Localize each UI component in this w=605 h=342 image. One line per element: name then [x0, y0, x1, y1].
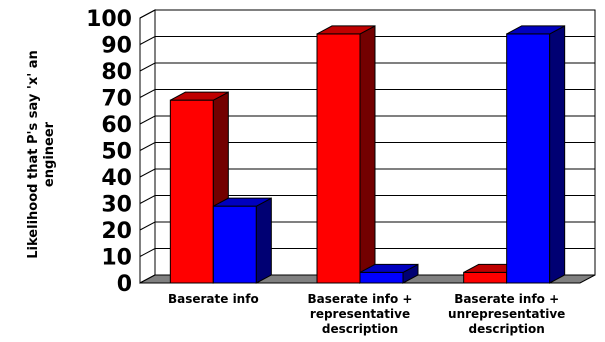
bar-top	[316, 25, 376, 35]
x-tick-label: Baserate info	[168, 292, 259, 306]
y-tick-label: 30	[101, 193, 132, 218]
gridline	[139, 221, 595, 231]
gridlines	[139, 9, 595, 284]
x-tick-label: Baserate info + representative description	[308, 292, 413, 336]
gridline	[139, 62, 595, 72]
gridline	[139, 89, 595, 98]
y-label-line: engineer	[42, 121, 57, 187]
bar-top	[506, 25, 565, 35]
bar-front	[316, 33, 361, 284]
bar-side	[255, 197, 272, 284]
x-tick-line: description	[469, 322, 545, 336]
bar-top	[359, 263, 419, 273]
bar	[506, 25, 566, 284]
bar-top	[213, 197, 272, 207]
y-tick-label: 10	[101, 246, 132, 271]
x-tick-line: description	[322, 322, 398, 336]
gridline	[139, 195, 595, 204]
y-tick-label: 20	[101, 219, 132, 244]
bar-front	[506, 33, 551, 284]
gridline	[139, 248, 595, 257]
y-tick-label: 90	[101, 34, 132, 59]
bar	[212, 197, 272, 284]
y-axis-label: Likelihood that P's say 'x' anengineer	[26, 50, 57, 258]
bar-side	[359, 25, 376, 284]
bar-front	[169, 99, 214, 284]
gridline	[139, 9, 595, 19]
bar-front	[359, 271, 404, 284]
y-tick-label: 0	[117, 272, 132, 297]
x-tick-line: Baserate info	[168, 292, 259, 306]
x-tick-line: representative	[310, 307, 410, 321]
gridline	[139, 168, 595, 178]
gridline	[139, 115, 595, 125]
gridline	[139, 142, 595, 151]
bar	[359, 263, 419, 284]
bar-side	[549, 25, 566, 284]
x-tick-line: Baserate info +	[454, 292, 559, 306]
y-label-line: Likelihood that P's say 'x' an	[26, 50, 41, 258]
y-tick-label: 50	[101, 140, 132, 165]
gridline	[139, 36, 595, 45]
y-tick-label: 60	[101, 113, 132, 138]
bar-top	[170, 91, 229, 101]
bar	[316, 25, 376, 284]
y-tick-label: 80	[101, 60, 132, 85]
y-tick-label: 70	[101, 87, 132, 112]
x-tick-label: Baserate info + unrepresentative descripti…	[448, 292, 565, 336]
bars	[169, 25, 566, 284]
bar-front	[212, 205, 257, 284]
y-tick-label: 40	[101, 166, 132, 191]
x-axis-ticks: Baserate info Baserate info + representati…	[168, 292, 565, 336]
x-tick-line: unrepresentative	[448, 307, 565, 321]
bar-front	[463, 271, 508, 284]
x-tick-line: Baserate info +	[308, 292, 413, 306]
y-tick-label: 100	[86, 7, 132, 32]
